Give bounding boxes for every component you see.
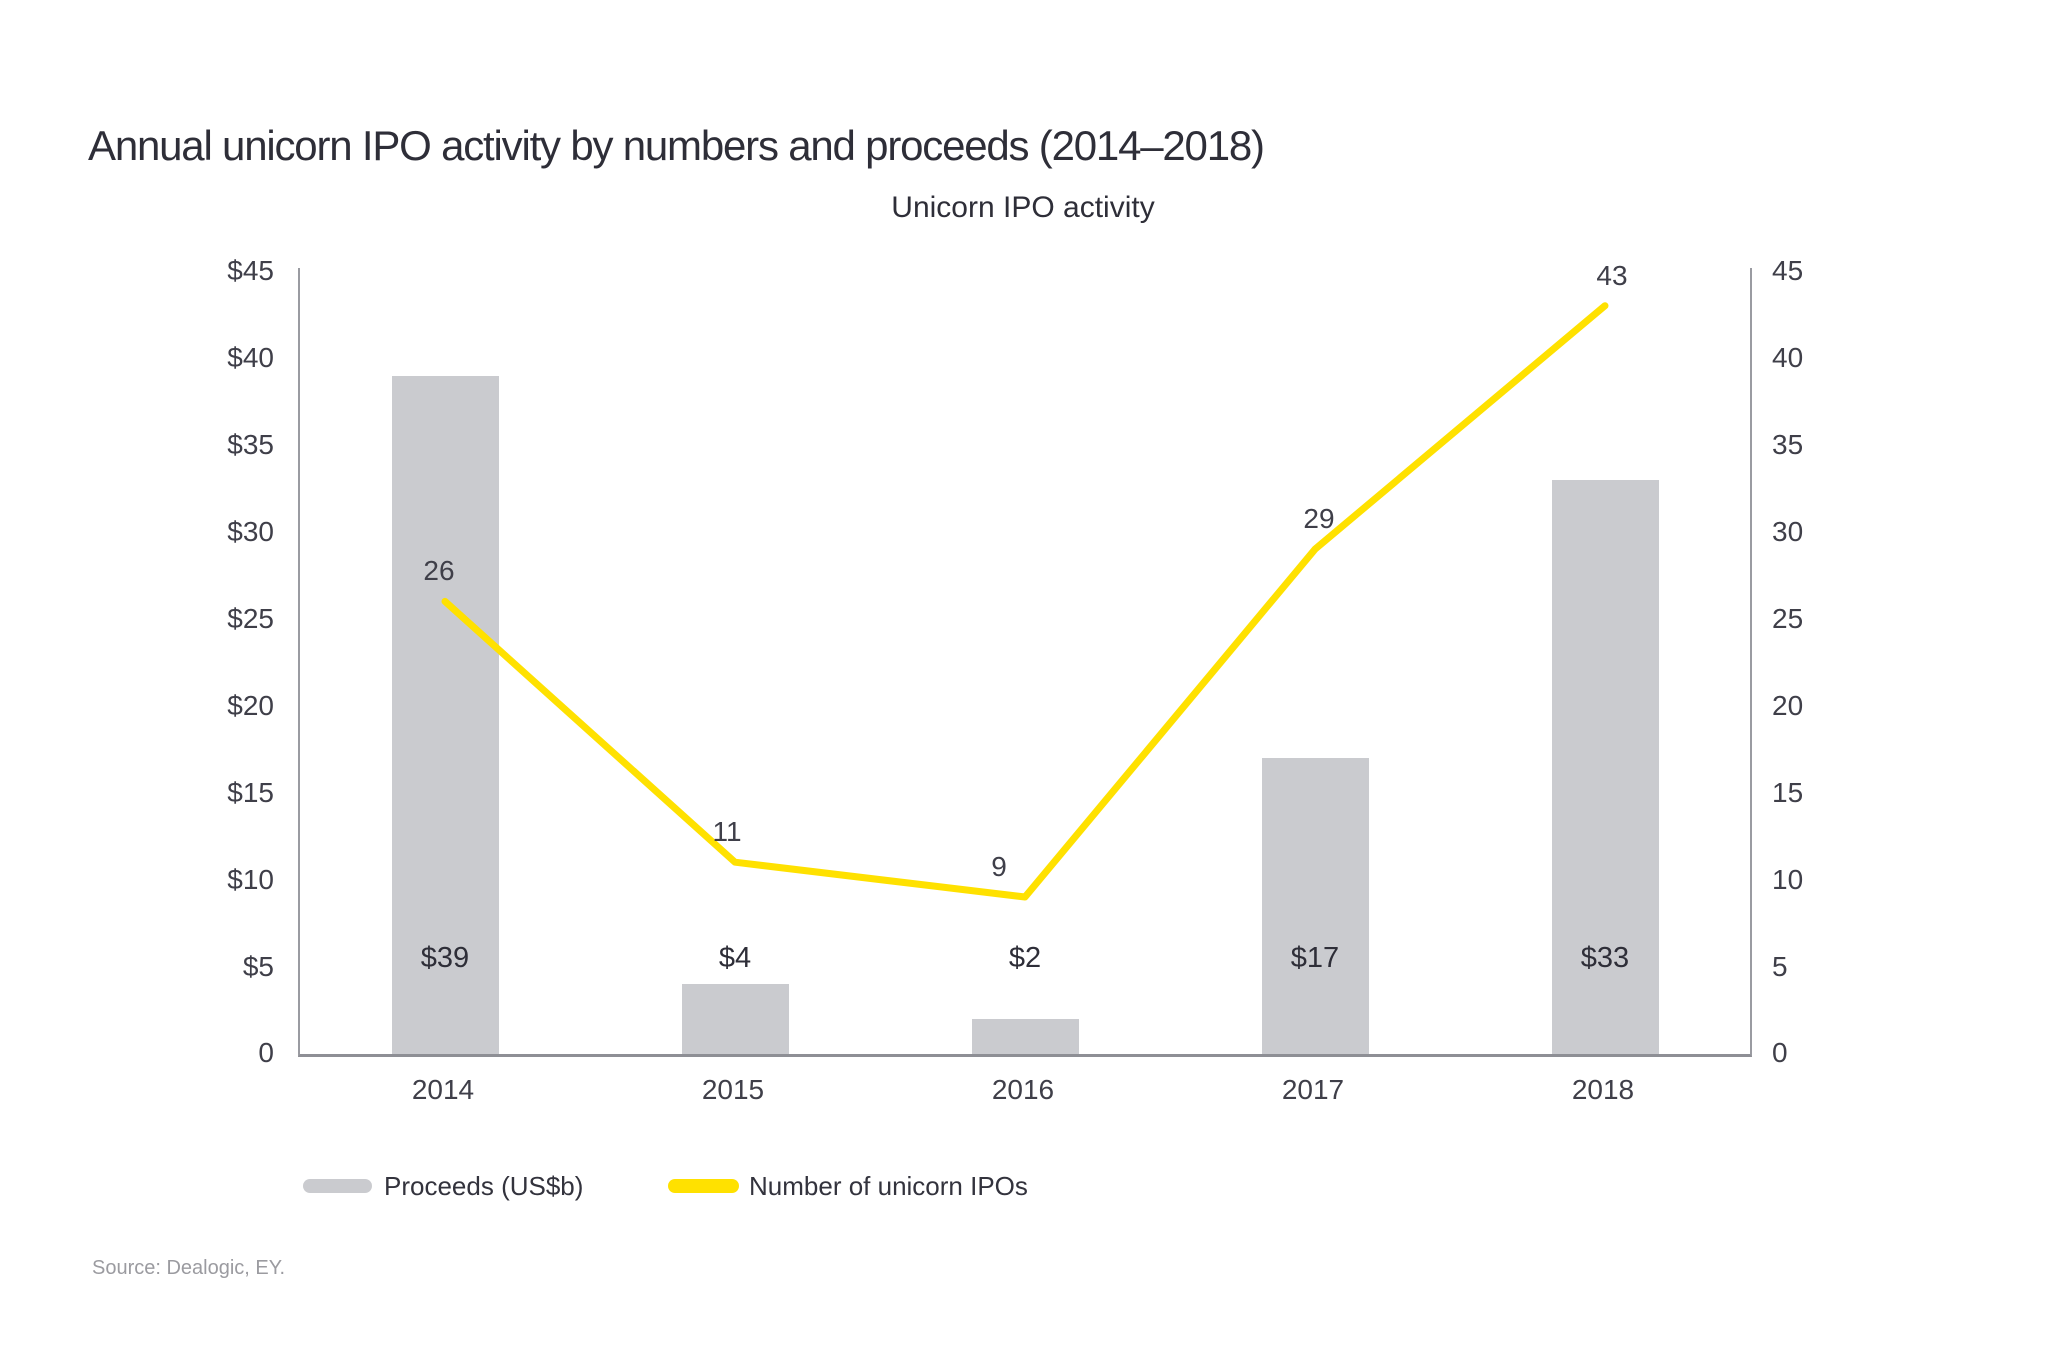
right-axis-tick: 35 [1772, 428, 1804, 460]
line-point-label: 9 [991, 851, 1007, 882]
ipo-line [441, 302, 1609, 901]
bar-value-label: $33 [1580, 942, 1630, 974]
x-axis-label-2014: 2014 [411, 1074, 475, 1105]
right-axis-tick: 10 [1772, 863, 1804, 895]
line-point-label: 11 [712, 816, 742, 848]
left-axis-tick: $20 [227, 689, 274, 721]
left-axis-tick: $10 [227, 863, 274, 895]
line-point-label: 43 [1596, 259, 1628, 291]
bar-2017 [1261, 758, 1369, 1054]
bar-value-label: $2 [1008, 942, 1042, 974]
left-axis-tick: $5 [242, 950, 274, 982]
bar-2018 [1551, 480, 1659, 1054]
right-axis-tick: 5 [1772, 950, 1788, 982]
legend-item-ipos: Number of unicorn IPOs [668, 1170, 1028, 1202]
right-axis-tick: 15 [1772, 776, 1804, 808]
bar-2016 [971, 1019, 1079, 1054]
left-axis-tick: $30 [227, 515, 274, 547]
legend-swatch-bar [303, 1179, 372, 1193]
plot-area: 26 11 9 29 43 $39 $4 $2 $17 $33 [298, 260, 1752, 1057]
right-axis-tick: 40 [1772, 341, 1804, 373]
left-axis-tick: 0 [258, 1037, 274, 1069]
bar-value-label: $4 [718, 942, 752, 974]
line-series [441, 302, 1609, 901]
right-axis-tick: 45 [1772, 255, 1804, 286]
x-axis-label-2017: 2017 [1281, 1074, 1345, 1105]
right-axis-tick: 25 [1772, 602, 1804, 634]
bar-2014 [391, 375, 499, 1054]
line-point-label: 29 [1303, 503, 1335, 535]
x-axis-label-2015: 2015 [701, 1074, 765, 1105]
legend-item-proceeds: Proceeds (US$b) [303, 1170, 583, 1202]
page-title: Annual unicorn IPO activity by numbers a… [88, 122, 1265, 170]
x-axis-label-2016: 2016 [991, 1074, 1055, 1105]
right-axis-tick: 20 [1772, 689, 1804, 721]
left-axis-tick: $35 [227, 428, 274, 460]
legend-label-ipos: Number of unicorn IPOs [749, 1170, 1028, 1201]
left-axis-tick: $15 [227, 776, 274, 808]
chart-subtitle: Unicorn IPO activity [891, 191, 1155, 224]
left-axis-tick: $40 [227, 341, 274, 373]
x-axis-label-2018: 2018 [1571, 1074, 1635, 1105]
legend-label-proceeds: Proceeds (US$b) [384, 1170, 584, 1201]
bar-value-label: $17 [1290, 942, 1340, 974]
line-point-label: 26 [423, 555, 455, 587]
left-axis-tick: $45 [227, 255, 274, 286]
bar-value-label: $39 [420, 942, 470, 974]
left-axis-tick: $25 [227, 602, 274, 634]
bar-2015 [681, 984, 789, 1054]
right-axis-tick: 30 [1772, 515, 1804, 547]
legend-swatch-line [668, 1179, 739, 1193]
source-note: Source: Dealogic, EY. [92, 1257, 286, 1279]
right-axis-tick: 0 [1772, 1037, 1788, 1069]
